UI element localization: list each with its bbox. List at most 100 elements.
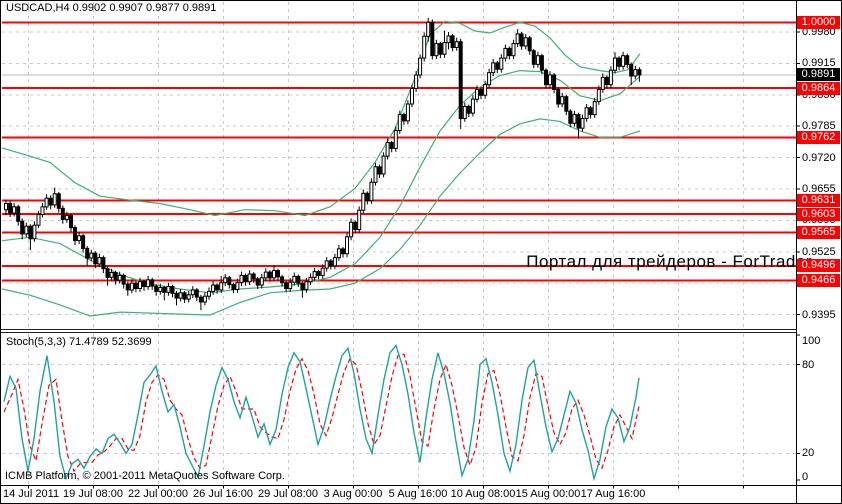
candle-body [475,89,479,100]
price-label: 0.9395 [802,309,836,321]
candle-body [239,274,244,284]
candle-body [332,257,337,267]
candle-body [24,225,29,235]
candle-body [349,221,354,238]
candle-body [450,35,455,49]
candle-body [515,33,520,45]
candle-body [113,272,118,281]
candle-body [600,76,605,91]
candle-body [637,69,642,76]
candle-body [8,203,13,214]
candle-body [231,284,236,290]
candle-body [381,155,386,175]
candle-body [227,277,232,286]
candle-body [263,271,268,279]
stoch-main-line [3,343,640,482]
candle-body [511,43,516,57]
price-level-badge: 0.9762 [797,131,840,144]
time-label: 5 Aug 16:00 [388,488,448,500]
candle-body [418,57,423,76]
candle-body [146,279,151,288]
candle-body [527,37,532,52]
candle-body [385,142,390,157]
price-level-badge: 1.0000 [797,16,840,29]
candle-body [552,74,557,90]
price-axis[interactable]: 0.9980 0.9915 0.9850 0.9785 0.9720 0.9655 0.95… [796,0,842,504]
price-label: 0.9655 [802,183,836,195]
candle-body [259,277,264,286]
candle-body [633,69,638,77]
time-label: 29 Jul 08:00 [258,488,318,500]
price-label: 0.9720 [802,152,836,164]
candle-body [158,287,163,292]
candle-body [32,224,37,240]
candle-body [60,207,65,220]
candle-body [454,41,459,49]
candle-body [85,247,90,259]
candle-body [93,252,98,265]
candle-body [580,118,585,129]
stochastic-readout: Stoch(5,3,3) 71.4789 52.3699 [6,336,152,348]
candle-body [438,43,443,55]
candle-body [125,283,130,291]
candle-body [414,74,419,89]
price-label: 0.9980 [802,26,836,38]
price-label: 0.9525 [802,246,836,258]
candle-body [568,110,573,124]
candle-body [280,276,285,284]
candle-body [596,89,601,103]
candle-body [336,248,341,259]
candle-body [304,281,309,290]
candle-body [105,268,110,278]
candle-body [479,89,483,96]
candle-body [219,282,224,291]
candle-body [276,270,280,278]
candle-body [369,181,374,202]
candle-body [69,215,73,229]
candle-body [324,260,329,269]
time-label: 26 Jul 16:00 [193,488,253,500]
candle-body [560,96,565,105]
candle-body [48,197,53,206]
candle-body [410,88,414,105]
candle-body [251,273,256,280]
candle-body [121,274,126,285]
candle-body [288,281,293,290]
candle-body [544,69,548,86]
candle-body [353,221,358,231]
candle-body [499,57,504,70]
candle-body [20,220,25,235]
candle-body [154,285,159,292]
candle-body [491,62,496,74]
candle-body [12,206,17,214]
candle-body [166,286,171,293]
time-axis[interactable]: 14 Jul 2011 19 Jul 08:00 22 Jul 00:00 26 Ju… [0,487,842,503]
time-label: 15 Aug 00:00 [515,488,581,500]
stoch-scale-label: 80 [802,359,815,371]
candle-body [272,270,276,279]
candle-body [535,55,540,65]
panel-splitter[interactable] [0,328,796,334]
candle-body [52,193,57,206]
candle-body [401,114,406,122]
candle-body [592,101,597,116]
candle-body [97,257,102,265]
candle-body [576,114,581,129]
candle-body [73,227,77,242]
candle-body [255,278,260,286]
candle-body [284,282,289,290]
candle-body [138,281,142,290]
candle-body [357,209,362,230]
candle-body [629,63,634,77]
candle-body [621,55,626,67]
stoch-scale-label: 100 [802,335,821,347]
candle-body [430,21,435,57]
candle-body [470,98,475,114]
candle-body [466,105,471,114]
candle-body [608,69,613,86]
candle-body [170,286,175,294]
price-level-badge: 0.9603 [797,208,840,221]
candle-body [345,236,349,255]
